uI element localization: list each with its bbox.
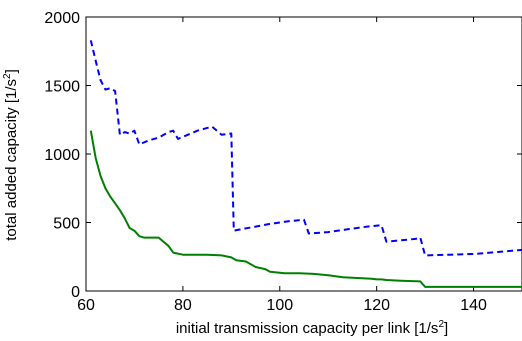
plot-frame <box>85 16 522 292</box>
x-tick-label: 140 <box>460 297 487 314</box>
series-line-dashed-blue <box>89 40 522 257</box>
y-tick-label: 1000 <box>44 147 80 164</box>
x-tick-label: 80 <box>174 297 192 314</box>
y-tick-label: 2000 <box>44 10 80 27</box>
plot-layer: 60 80 100 120 140 0 500 1000 1500 2000 <box>44 10 522 314</box>
series-line-solid-green <box>89 130 522 288</box>
x-tick-label: 100 <box>266 297 293 314</box>
x-axis-label: initial transmission capacity per link [… <box>176 319 448 337</box>
y-tick-label: 0 <box>71 284 80 301</box>
y-axis-label: total added capacity [1/s2] <box>2 69 20 241</box>
x-tick-label: 60 <box>77 297 95 314</box>
y-tick-label: 1500 <box>44 79 80 96</box>
x-tick-label: 120 <box>363 297 390 314</box>
y-tick-label: 500 <box>53 216 80 233</box>
